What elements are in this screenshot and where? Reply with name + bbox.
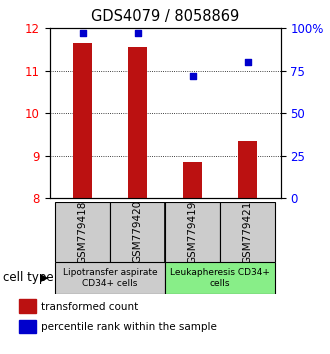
Bar [220,202,275,262]
Title: GDS4079 / 8058869: GDS4079 / 8058869 [91,9,239,24]
Text: cell type: cell type [3,272,54,284]
Text: GSM779419: GSM779419 [187,200,197,264]
Bar [110,202,165,262]
Text: GSM779420: GSM779420 [133,200,143,263]
Text: percentile rank within the sample: percentile rank within the sample [41,322,217,332]
Point [245,59,250,65]
Bar [19,320,36,333]
Bar [183,162,202,198]
Point [190,73,195,79]
Bar [55,202,110,262]
Text: Lipotransfer aspirate
CD34+ cells: Lipotransfer aspirate CD34+ cells [63,268,157,287]
Bar [73,43,92,198]
Bar [55,262,165,294]
Bar [165,262,275,294]
Bar [128,47,147,198]
Bar [238,141,257,198]
Bar [165,202,220,262]
Text: GSM779421: GSM779421 [243,200,252,264]
Text: GSM779418: GSM779418 [78,200,87,264]
Bar [19,299,36,313]
Text: ▶: ▶ [40,273,49,283]
Point [135,30,140,36]
Text: transformed count: transformed count [41,302,138,312]
Point [80,30,85,36]
Text: Leukapheresis CD34+
cells: Leukapheresis CD34+ cells [170,268,270,287]
